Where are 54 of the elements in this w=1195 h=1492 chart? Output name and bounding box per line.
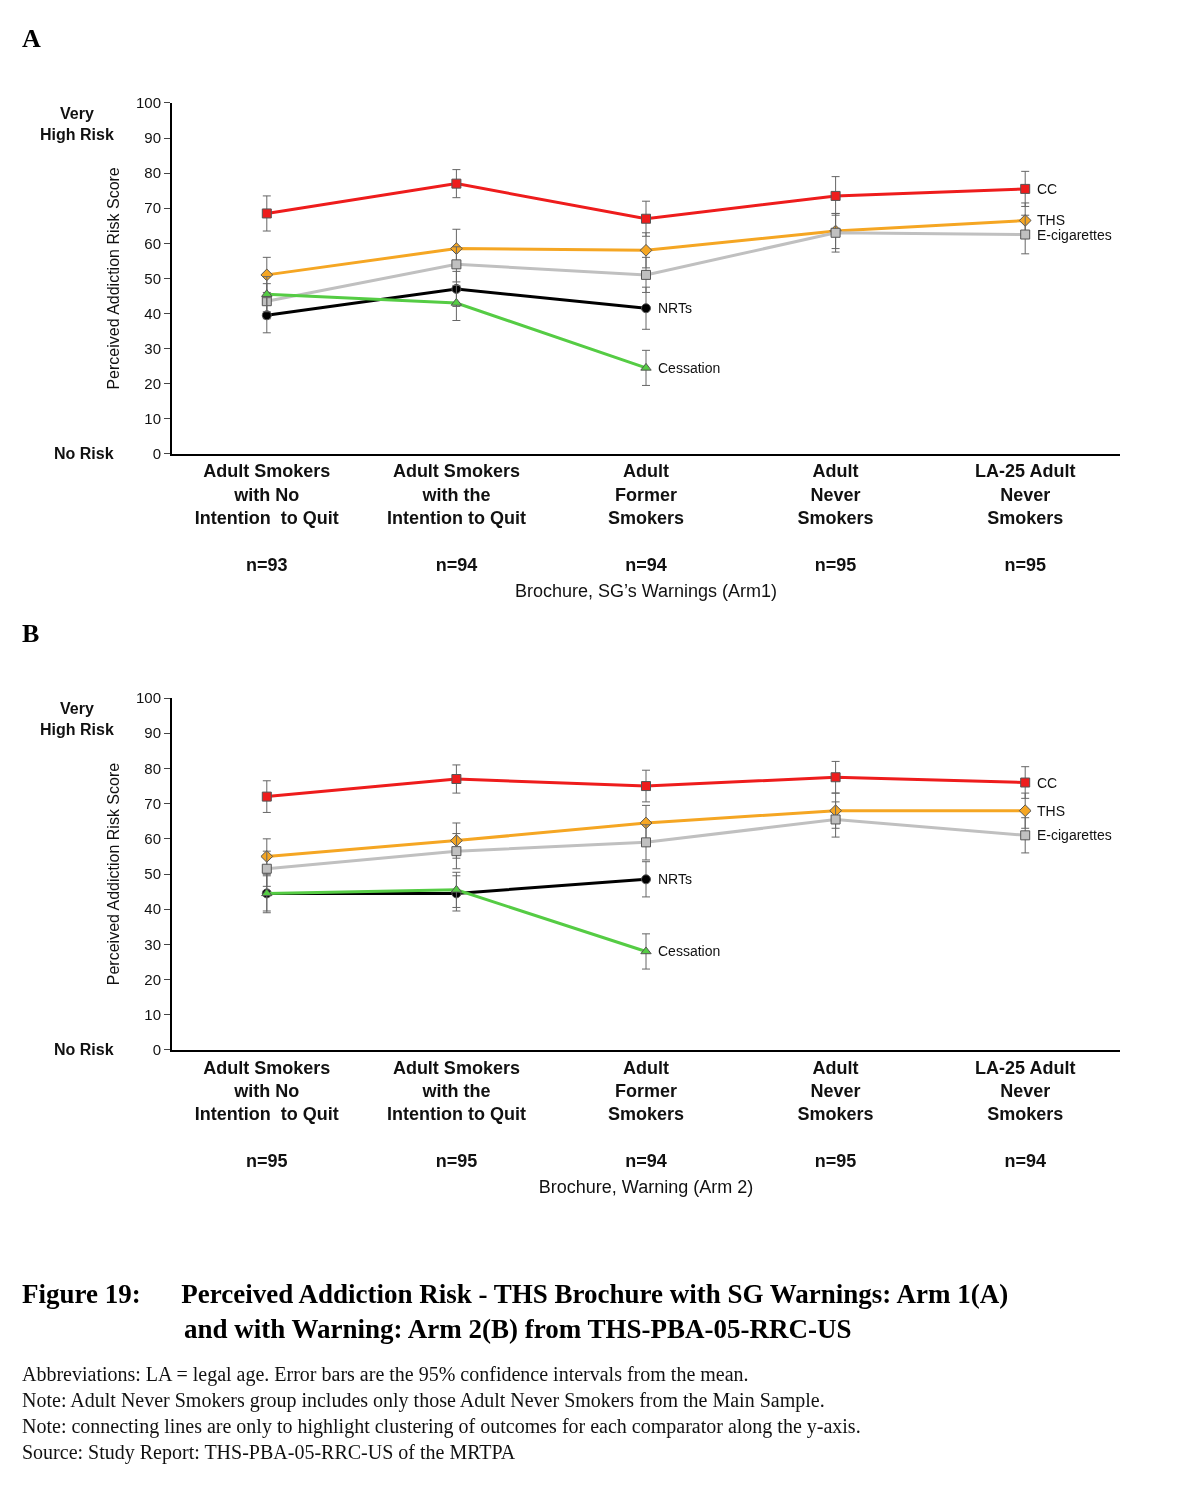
text: Very High Risk bbox=[40, 105, 114, 143]
y-tick-label: 20 bbox=[144, 374, 161, 392]
y-tick-label: 20 bbox=[144, 970, 161, 988]
y-tick-label: 10 bbox=[144, 1006, 161, 1024]
category-label: Adult Smokers with the Intention to Quit n=94 bbox=[386, 461, 526, 576]
y-axis-title: Perceived Addiction Risk Score bbox=[105, 167, 123, 390]
category-label: Adult Smokers with the Intention to Quit n=95 bbox=[386, 1057, 526, 1172]
y-tick-label: 90 bbox=[144, 724, 161, 742]
category-label: Adult Smokers with No Intention to Quit n=93 bbox=[194, 461, 339, 576]
category-label: LA-25 Adult Never Smokers n=94 bbox=[975, 1057, 1076, 1172]
y-tick-label: 0 bbox=[152, 1041, 161, 1059]
y-tick-label: 60 bbox=[144, 830, 161, 848]
y-tick-label: 40 bbox=[144, 304, 161, 322]
x-axis-title: Brochure, SG’s Warnings (Arm1) bbox=[514, 580, 778, 601]
series-label: NRTs bbox=[658, 871, 692, 887]
y-tick-label: 100 bbox=[135, 94, 161, 112]
text: Very High Risk bbox=[40, 700, 114, 738]
y-tick-label: 80 bbox=[144, 164, 161, 182]
y-tick-label: 100 bbox=[135, 689, 161, 707]
series-label: CC bbox=[1037, 775, 1058, 791]
series-label: NRTs bbox=[658, 300, 692, 316]
y-tick-label: 40 bbox=[144, 900, 161, 918]
series-label: E-cigarettes bbox=[1037, 227, 1112, 243]
series-label: Cessation bbox=[658, 943, 721, 959]
y-tick-label: 10 bbox=[144, 410, 161, 428]
y-tick-label: 50 bbox=[144, 865, 161, 883]
x-axis-title: Brochure, Warning (Arm 2) bbox=[538, 1176, 754, 1197]
text: No Risk bbox=[54, 445, 114, 462]
category-label: Adult Never Smokers n=95 bbox=[797, 1057, 874, 1172]
category-label: LA-25 Adult Never Smokers n=95 bbox=[975, 461, 1076, 576]
y-tick-label: 30 bbox=[144, 339, 161, 357]
y-tick-label: 90 bbox=[144, 129, 161, 147]
series-label: THS bbox=[1037, 212, 1065, 228]
series-label: CC bbox=[1037, 181, 1058, 197]
caption: Figure 19: Perceived Addiction Risk - THS Brochure with SG Warnings: Arm 1(A) and with Warning: Arm 2(B) from THS-PBA-05-RRC-US bbox=[22, 1279, 1009, 1345]
chart-title: A bbox=[22, 24, 41, 53]
y-tick-label: 30 bbox=[144, 935, 161, 953]
text: Abbreviations: LA = legal age. Error bars are the 95% confidence intervals from the mean. Note: Adult Never Smokers group includes only those Adult Never Smokers from the Main Sample. Note: connecting lines are only to highlight clustering of outcomes for each comparator along the y-axis. Source: Study Report: THS-PBA-05-RRC-US of the MRTPA bbox=[22, 1363, 861, 1464]
y-tick-label: 80 bbox=[144, 759, 161, 777]
series-label: THS bbox=[1037, 803, 1065, 819]
category-label: Adult Former Smokers n=94 bbox=[607, 461, 685, 576]
y-tick-label: 50 bbox=[144, 269, 161, 287]
text: No Risk bbox=[54, 1041, 114, 1058]
y-axis-title: Perceived Addiction Risk Score bbox=[105, 762, 123, 986]
y-tick-label: 0 bbox=[152, 445, 161, 463]
y-tick-label: 70 bbox=[144, 794, 161, 812]
series-label: E-cigarettes bbox=[1037, 827, 1112, 843]
y-tick-label: 60 bbox=[144, 234, 161, 252]
category-label: Adult Smokers with No Intention to Quit n=95 bbox=[194, 1057, 339, 1172]
category-label: Adult Never Smokers n=95 bbox=[797, 461, 874, 576]
series-label: Cessation bbox=[658, 360, 721, 376]
chart-title: B bbox=[22, 619, 40, 648]
y-tick-label: 70 bbox=[144, 199, 161, 217]
category-label: Adult Former Smokers n=94 bbox=[607, 1057, 685, 1172]
